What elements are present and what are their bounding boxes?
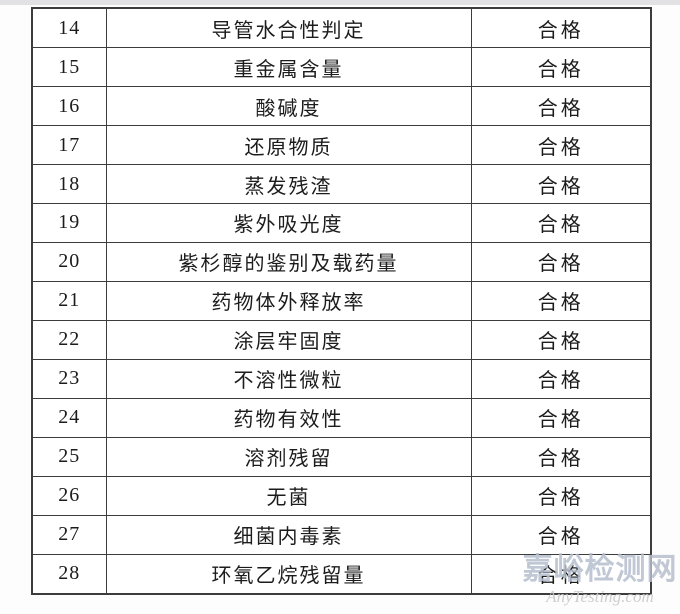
test-item-cell: 酸碱度 [105,86,472,127]
test-item-cell: 无菌 [105,475,472,516]
test-item-cell: 细菌内毒素 [105,514,472,555]
result-cell: 合格 [470,319,652,360]
table-row: 27 细菌内毒素 合格 [31,514,652,555]
row-number-cell: 28 [31,553,107,595]
table-row: 23 不溶性微粒 合格 [31,358,652,399]
test-item-cell: 药物体外释放率 [105,280,472,321]
result-cell: 合格 [470,125,652,166]
test-item-cell: 环氧乙烷残留量 [105,553,472,595]
table-row: 21 药物体外释放率 合格 [31,280,652,321]
inspection-results-table: 14 导管水合性判定 合格 15 重金属含量 合格 16 酸碱度 合格 17 还… [31,7,652,595]
result-cell: 合格 [470,47,652,88]
row-number-cell: 20 [31,241,107,282]
test-item-cell: 药物有效性 [105,397,472,438]
test-item-cell: 溶剂残留 [105,436,472,477]
row-number-cell: 22 [31,319,107,360]
scan-edge-strip [0,0,680,5]
row-number-cell: 19 [31,203,107,243]
row-number-cell: 25 [31,436,107,477]
test-item-cell: 涂层牢固度 [105,319,472,360]
row-number-cell: 27 [31,514,107,555]
result-cell: 合格 [470,203,652,243]
row-number-cell: 16 [31,86,107,127]
result-cell: 合格 [470,241,652,282]
table-row: 22 涂层牢固度 合格 [31,319,652,360]
test-item-cell: 还原物质 [105,125,472,166]
row-number-cell: 23 [31,358,107,399]
table-row: 20 紫杉醇的鉴别及载药量 合格 [31,241,652,282]
result-cell: 合格 [470,436,652,477]
result-cell: 合格 [470,86,652,127]
result-cell: 合格 [470,280,652,321]
table-row: 24 药物有效性 合格 [31,397,652,438]
row-number-cell: 18 [31,164,107,204]
result-cell: 合格 [470,553,652,595]
test-item-cell: 重金属含量 [105,47,472,88]
test-item-cell: 蒸发残渣 [105,164,472,204]
result-cell: 合格 [470,475,652,516]
table-row: 17 还原物质 合格 [31,125,652,166]
table-row: 14 导管水合性判定 合格 [31,7,652,49]
test-item-cell: 导管水合性判定 [105,7,472,49]
table-row: 18 蒸发残渣 合格 [31,164,652,204]
table-row: 25 溶剂残留 合格 [31,436,652,477]
table-row: 19 紫外吸光度 合格 [31,203,652,243]
row-number-cell: 21 [31,280,107,321]
table-row: 28 环氧乙烷残留量 合格 [31,553,652,595]
row-number-cell: 15 [31,47,107,88]
row-number-cell: 24 [31,397,107,438]
result-cell: 合格 [470,397,652,438]
result-cell: 合格 [470,7,652,49]
row-number-cell: 17 [31,125,107,166]
row-number-cell: 14 [31,7,107,49]
result-cell: 合格 [470,358,652,399]
row-number-cell: 26 [31,475,107,516]
table-row: 26 无菌 合格 [31,475,652,516]
test-item-cell: 紫外吸光度 [105,203,472,243]
table-row: 15 重金属含量 合格 [31,47,652,88]
result-cell: 合格 [470,514,652,555]
test-item-cell: 紫杉醇的鉴别及载药量 [105,241,472,282]
test-item-cell: 不溶性微粒 [105,358,472,399]
table-row: 16 酸碱度 合格 [31,86,652,127]
result-cell: 合格 [470,164,652,204]
